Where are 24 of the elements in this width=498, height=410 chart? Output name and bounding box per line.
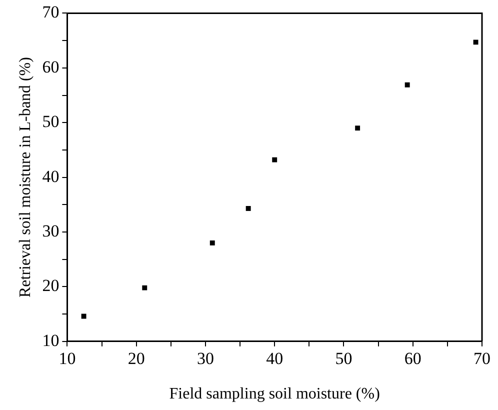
point [355,126,360,131]
y-tick-label: 60 [42,57,60,76]
point [210,240,215,246]
y-tick-label: 30 [42,221,60,240]
point [81,314,86,319]
x-tick-label: 20 [128,349,145,368]
y-tick-label: 40 [42,166,60,186]
y-tick-label: 50 [42,112,60,132]
x-tick-label: 50 [335,349,352,368]
y-tick-label: 10 [42,330,60,350]
y-tick-label: 20 [42,276,60,296]
y-tick-label: 70 [42,2,60,22]
point [142,285,148,290]
y-axis-title: Retrieval soil moisture in L-band (%) [16,57,34,298]
point [404,82,410,88]
point [473,40,478,45]
x-tick-label: 60 [404,349,422,368]
x-axis-title: Field sampling soil moisture (%) [169,386,380,403]
x-tick-label: 70 [474,349,490,368]
point [246,206,251,211]
point [272,157,278,162]
x-tick-label: 30 [196,349,214,368]
x-tick-label: 10 [58,349,76,368]
x-tick-label: 40 [266,349,284,368]
